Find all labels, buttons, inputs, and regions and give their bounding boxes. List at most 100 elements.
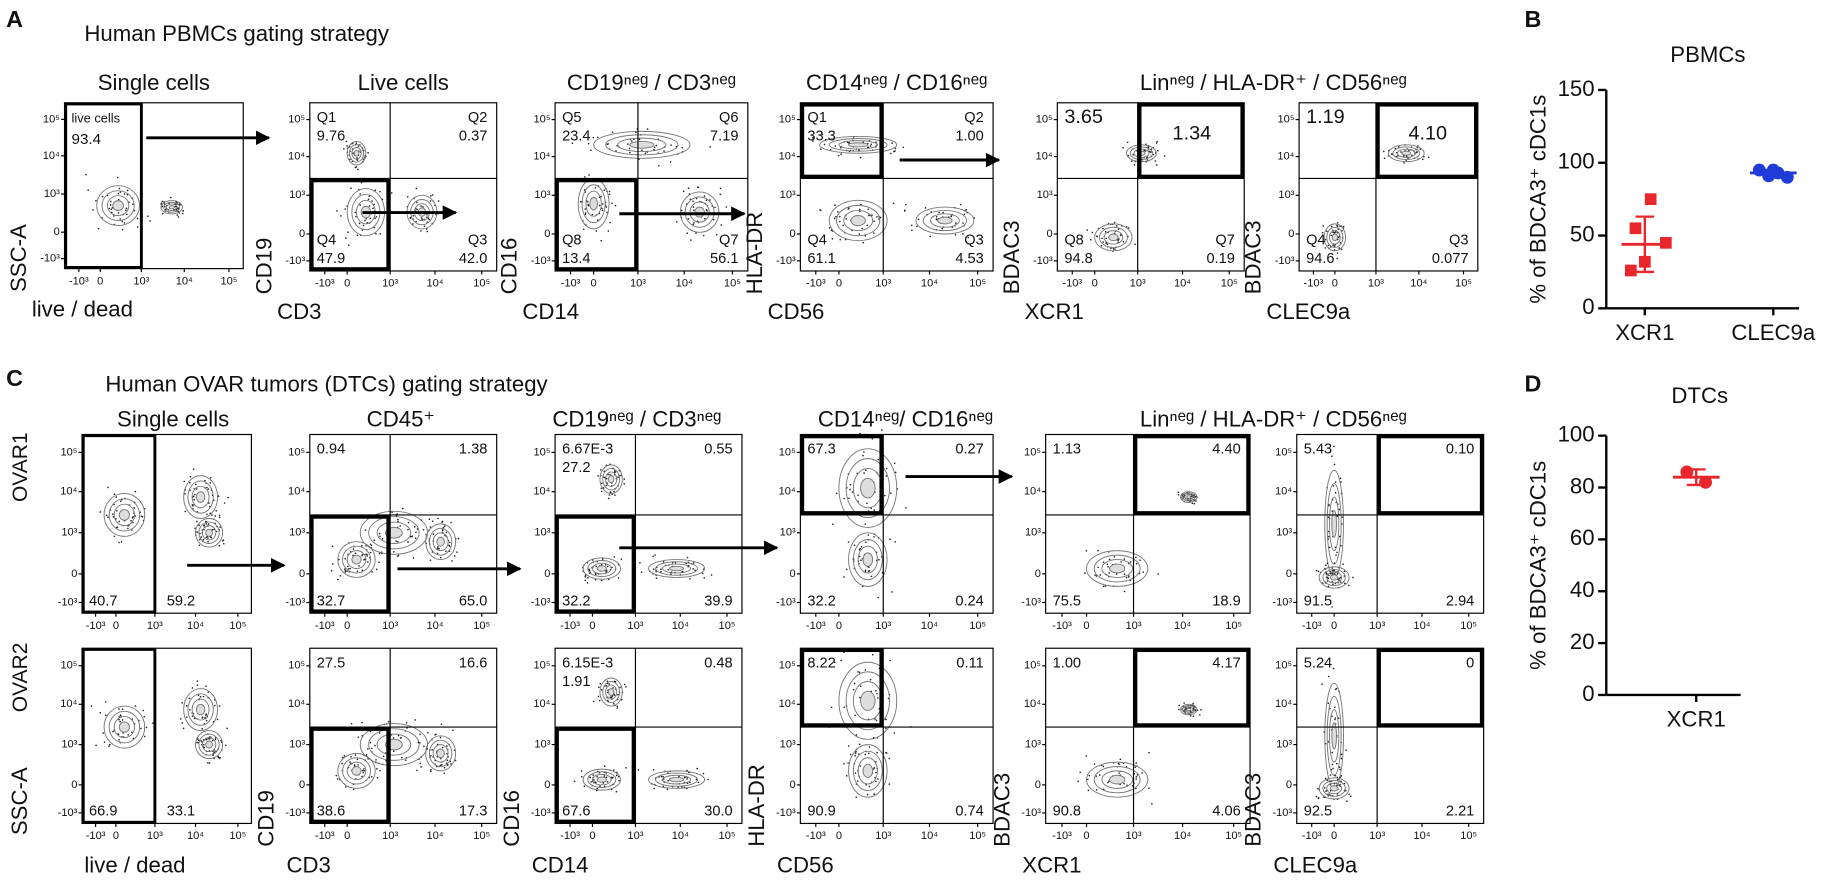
contour xyxy=(1387,144,1425,163)
event-dot xyxy=(1148,751,1150,754)
x-tick-label: 10⁴ xyxy=(1413,620,1430,632)
x-tick-label: 10⁴ xyxy=(672,830,689,842)
event-dot xyxy=(602,203,604,205)
quadrant-value: 1.00 xyxy=(1053,655,1081,671)
x-tick-label: 0 xyxy=(1332,278,1338,290)
quadrant-value: 33.1 xyxy=(167,804,195,820)
y-tick-label: 100 xyxy=(1558,422,1595,447)
event-dot xyxy=(1326,562,1329,565)
event-dot xyxy=(870,143,873,146)
y-tick-label: 10⁵ xyxy=(533,114,550,126)
contour xyxy=(201,737,217,753)
event-dot xyxy=(427,731,429,734)
event-dot xyxy=(855,796,858,798)
quadrant-value: 9.76 xyxy=(317,129,345,145)
event-dot xyxy=(417,741,420,743)
event-dot xyxy=(192,468,195,471)
event-dot xyxy=(217,495,220,497)
y-tick-label: -10³ xyxy=(1033,255,1053,267)
event-dot xyxy=(112,515,115,518)
event-dot xyxy=(1331,572,1333,575)
y-tick-label: -10³ xyxy=(285,807,305,819)
row-label: OVAR2 xyxy=(9,643,32,713)
gate-box xyxy=(554,726,636,824)
y-tick-label: 10⁵ xyxy=(779,446,796,458)
y-tick-label: -10³ xyxy=(1275,255,1295,267)
event-dot xyxy=(179,718,182,720)
quadrant-value: Q8 xyxy=(562,232,581,248)
event-dot xyxy=(207,540,209,543)
event-dot xyxy=(592,136,595,139)
event-dot xyxy=(843,576,845,578)
event-dot xyxy=(147,215,149,218)
event-dot xyxy=(1338,535,1341,538)
event-dot xyxy=(1317,570,1320,573)
event-dot xyxy=(132,521,134,524)
contour xyxy=(605,684,618,700)
event-dot xyxy=(127,527,129,530)
gate-box xyxy=(309,726,391,824)
event-dot xyxy=(837,154,840,157)
event-dot xyxy=(1328,793,1330,795)
quadrant-value: 5.43 xyxy=(1304,442,1332,458)
event-dot xyxy=(612,776,614,779)
event-dot xyxy=(447,764,449,766)
event-dot xyxy=(601,558,604,560)
event-dot xyxy=(935,218,938,220)
contour xyxy=(432,744,449,763)
event-dot xyxy=(623,683,626,686)
event-dot xyxy=(860,546,863,548)
event-dot xyxy=(404,759,407,761)
event-dot xyxy=(847,745,850,747)
event-dot xyxy=(112,215,115,217)
event-dot xyxy=(905,507,907,509)
event-dot xyxy=(630,140,633,142)
event-dot xyxy=(131,731,133,733)
y-tick-label: 10³ xyxy=(289,189,305,201)
quadrant-value: 7.19 xyxy=(710,129,738,145)
event-dot xyxy=(847,762,849,764)
event-dot xyxy=(864,569,867,572)
event-dot xyxy=(437,517,439,520)
event-dot xyxy=(823,143,826,146)
event-dot xyxy=(108,743,111,746)
event-dot xyxy=(354,754,357,756)
gate-label: 93.4 xyxy=(72,131,102,148)
quadrant-value: 1.91 xyxy=(562,674,590,690)
event-dot xyxy=(835,215,837,218)
contour xyxy=(1331,509,1337,538)
event-dot xyxy=(591,213,594,216)
event-dot xyxy=(181,212,184,215)
event-dot xyxy=(681,786,683,788)
event-dot xyxy=(604,563,607,566)
event-dot xyxy=(1348,584,1350,587)
event-dot xyxy=(1343,582,1346,585)
event-dot xyxy=(845,775,848,777)
x-axis-label: CD3 xyxy=(286,853,330,876)
event-dot xyxy=(687,218,690,220)
y-tick-label: 10⁴ xyxy=(1277,151,1294,163)
event-dot xyxy=(347,244,350,247)
event-dot xyxy=(587,204,590,207)
y-tick-label: 0 xyxy=(1035,568,1041,580)
event-dot xyxy=(580,770,583,772)
event-dot xyxy=(217,756,220,759)
event-dot xyxy=(845,218,848,220)
event-dot xyxy=(99,711,102,714)
event-dot xyxy=(115,496,118,498)
contour xyxy=(589,196,598,211)
event-dot xyxy=(196,741,198,744)
quadrant-value: 32.2 xyxy=(562,593,590,609)
event-dot xyxy=(1107,565,1109,568)
event-dot xyxy=(714,206,716,209)
y-tick-label: 0 xyxy=(544,779,550,791)
event-dot xyxy=(855,750,857,753)
contour xyxy=(118,509,130,521)
x-tick-label: 10³ xyxy=(382,278,398,290)
x-tick-label: 0 xyxy=(1331,830,1337,842)
y-tick-label: 0 xyxy=(299,568,305,580)
event-dot xyxy=(108,745,110,748)
contour xyxy=(591,562,612,575)
panel-label: B xyxy=(1525,6,1542,32)
x-tick-label: 0 xyxy=(113,620,119,632)
